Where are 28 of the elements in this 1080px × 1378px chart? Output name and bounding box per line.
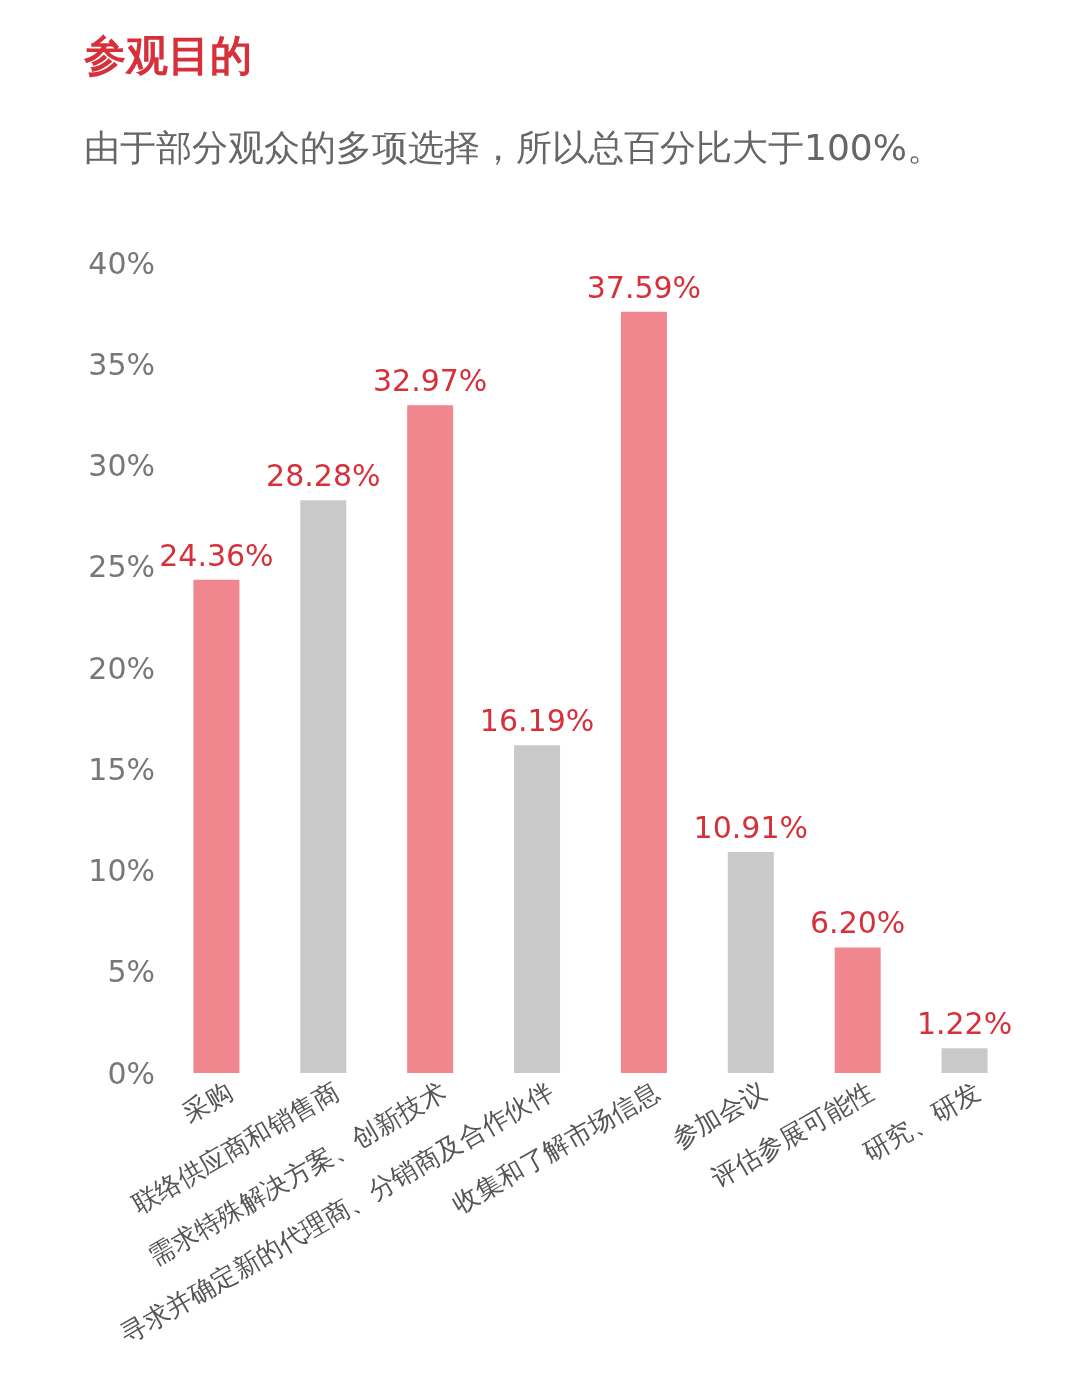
data-label: 10.91%	[693, 810, 808, 846]
y-tick-label: 25%	[88, 549, 155, 585]
bar	[727, 852, 774, 1073]
data-label: 16.19%	[479, 703, 595, 739]
y-tick-label: 30%	[88, 448, 155, 484]
chart-subtitle: 由于部分观众的多项选择，所以总百分比大于100%。	[83, 126, 944, 170]
data-label: 37.59%	[586, 269, 702, 305]
y-tick-label: 20%	[88, 650, 155, 686]
data-label: 6.20%	[810, 905, 906, 941]
x-tick-label: 采购	[177, 1076, 238, 1129]
y-tick-label: 0%	[107, 1055, 155, 1091]
bar	[407, 405, 454, 1073]
data-label: 24.36%	[159, 537, 274, 573]
bar	[514, 745, 561, 1073]
bar	[193, 579, 240, 1073]
bar	[941, 1048, 988, 1073]
y-tick-label: 5%	[107, 954, 155, 990]
bar	[300, 500, 347, 1073]
y-tick-label: 10%	[88, 853, 155, 889]
y-tick-label: 15%	[88, 751, 155, 787]
chart-title: 参观目的	[83, 30, 253, 82]
y-tick-label: 35%	[88, 346, 155, 382]
data-label: 32.97%	[372, 363, 488, 399]
y-tick-label: 40%	[88, 245, 155, 281]
bar	[834, 947, 881, 1073]
data-label: 28.28%	[266, 458, 381, 494]
bar	[620, 311, 667, 1073]
data-label: 1.22%	[916, 1006, 1013, 1042]
